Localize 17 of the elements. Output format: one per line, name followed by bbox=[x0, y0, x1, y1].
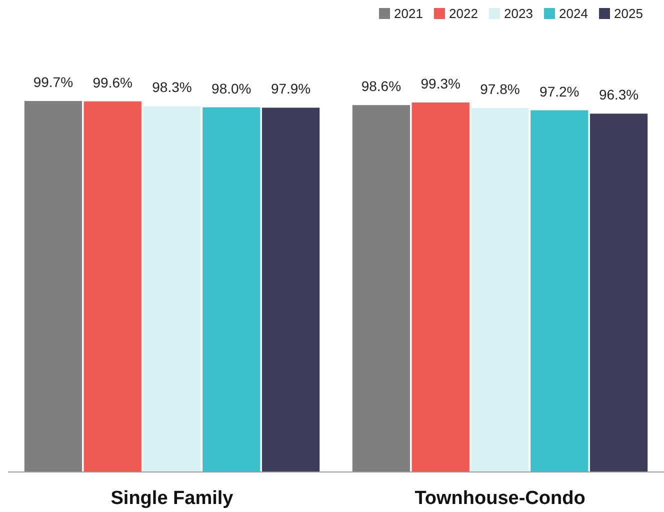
data-label: 97.8% bbox=[480, 81, 520, 98]
x-tick-label: Single Family bbox=[110, 488, 234, 509]
data-label: 98.6% bbox=[361, 78, 402, 94]
data-label: 96.3% bbox=[598, 86, 639, 103]
data-label: 98.0% bbox=[212, 80, 252, 96]
legend-label: 2024 bbox=[559, 6, 588, 21]
data-label: 99.6% bbox=[92, 74, 132, 90]
data-label: 98.3% bbox=[152, 79, 192, 96]
data-label: 97.9% bbox=[270, 80, 311, 97]
data-label: 97.2% bbox=[540, 83, 580, 100]
legend-label: 2021 bbox=[394, 6, 423, 21]
legend-label: 2022 bbox=[449, 6, 478, 21]
data-label: 99.7% bbox=[33, 74, 74, 90]
legend-label: 2023 bbox=[504, 6, 533, 21]
x-tick-label: Townhouse-Condo bbox=[414, 488, 586, 509]
legend-label: 2025 bbox=[614, 6, 643, 21]
data-label: 99.3% bbox=[420, 75, 460, 92]
